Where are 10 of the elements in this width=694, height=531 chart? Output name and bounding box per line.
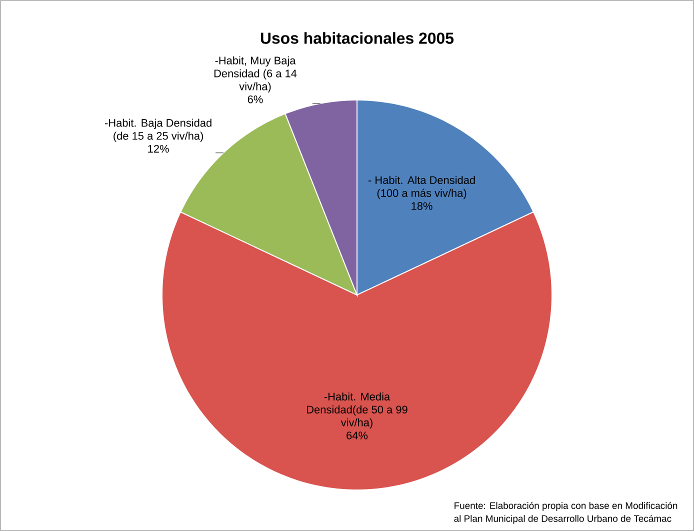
data-label: 64%: [346, 432, 368, 440]
slice-label: -Habit. Baja Densidad (de 15 a 25 viv/ha): [104, 118, 212, 142]
slice-label: -Habit, Muy Baja Densidad (6 a 14 viv/ha): [214, 56, 297, 92]
data-label: 18%: [412, 202, 432, 210]
source-note: Fuente: Elaboración propia con base en Modificación al Plan Municipal de Desarrollo Urbano de Tecámac: [454, 502, 678, 524]
data-label: 12%: [148, 144, 169, 153]
slice-label: - Habit. Alta Densidad (100 a más viv/ha): [368, 176, 475, 200]
data-label: 6%: [248, 96, 263, 104]
slice-label: -Habit. Media Densidad(de 50 a 99 viv/ha): [307, 392, 408, 429]
chart-title: Usos habitacionales 2005: [260, 32, 454, 44]
